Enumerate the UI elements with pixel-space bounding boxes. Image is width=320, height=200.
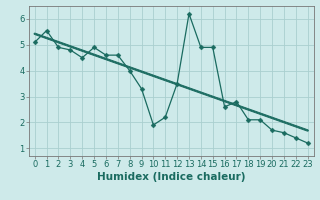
X-axis label: Humidex (Indice chaleur): Humidex (Indice chaleur) [97, 172, 245, 182]
